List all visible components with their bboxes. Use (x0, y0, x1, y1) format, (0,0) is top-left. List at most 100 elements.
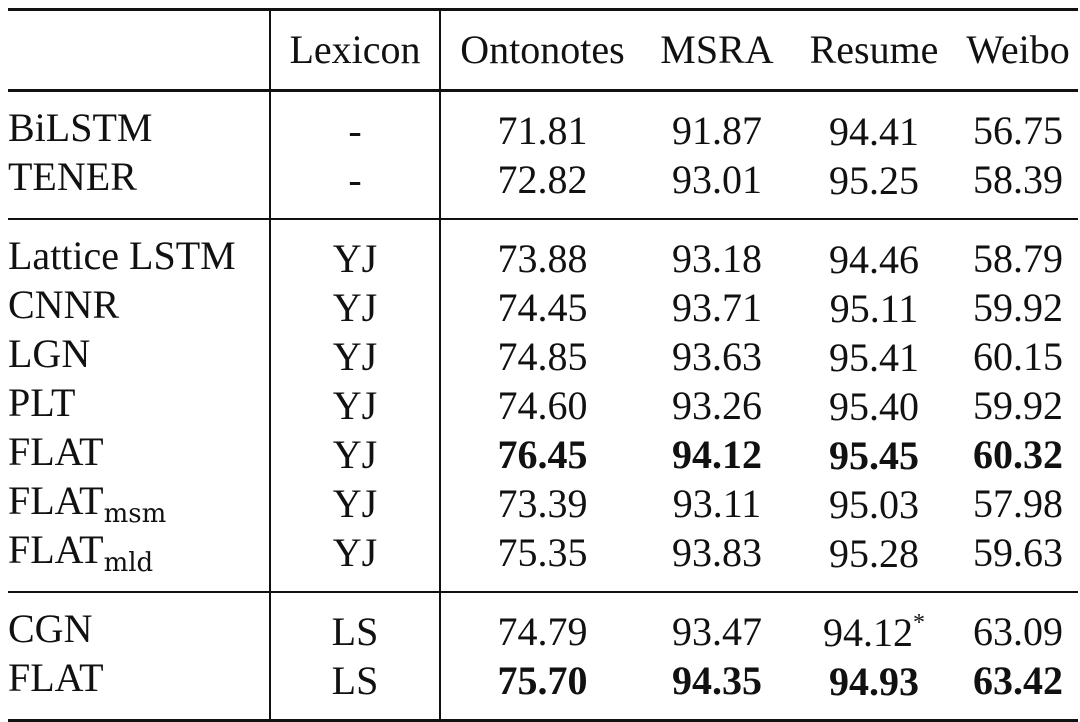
table-row: TENER - 72.82 93.01 95.25 58.39 (8, 155, 1078, 219)
cell-resume: 95.41 (790, 332, 958, 381)
table-row: FLAT YJ 76.45 94.12 95.45 60.32 (8, 430, 1078, 479)
table-group: Lattice LSTM YJ 73.88 93.18 94.46 58.79 CNNR YJ… (8, 218, 1078, 592)
cell-weibo: 59.92 (958, 283, 1078, 332)
header-lexicon: Lexicon (269, 8, 441, 92)
cell-model-text: Lattice LSTM (8, 232, 236, 278)
cell-resume: 94.93 (790, 656, 958, 722)
cell-ontonotes: 73.39 (440, 479, 644, 528)
cell-resume: 94.41 (790, 91, 958, 156)
cell-lexicon-text: LS (331, 657, 379, 703)
cell-resume: 94.12* (790, 591, 958, 656)
cell-model: FLATmsm (8, 479, 270, 528)
cell-lexicon-text: YJ (332, 284, 378, 330)
cell-lexicon: - (269, 155, 441, 219)
cell-weibo-text: 59.63 (973, 529, 1063, 575)
cell-model-text: FLAT (8, 428, 104, 474)
cell-model: TENER (8, 155, 270, 219)
table-group: CGN LS 74.79 93.47 94.12* 63.09 FLAT LS 75.70 94.… (8, 591, 1078, 722)
cell-model: BiLSTM (8, 91, 270, 156)
cell-weibo: 56.75 (958, 91, 1078, 156)
cell-resume-text: 95.41 (829, 334, 919, 380)
cell-msra-text: 93.18 (672, 235, 762, 281)
cell-resume-text: 94.93 (829, 658, 919, 704)
cell-ontonotes-text: 73.39 (497, 480, 588, 526)
cell-model: CNNR (8, 283, 270, 332)
cell-resume-text: 94.46 (829, 236, 919, 282)
cell-ontonotes-text: 74.60 (497, 382, 588, 428)
cell-resume: 95.40 (790, 381, 958, 430)
cell-lexicon: LS (269, 656, 441, 722)
table-row: FLAT LS 75.70 94.35 94.93 63.42 (8, 654, 1078, 722)
cell-ontonotes: 76.45 (440, 430, 644, 479)
cell-model-text: FLAT (8, 654, 104, 700)
cell-weibo: 57.98 (958, 479, 1078, 528)
cell-lexicon-text: YJ (332, 431, 378, 477)
cell-msra: 94.35 (644, 656, 790, 722)
cell-msra: 93.11 (644, 479, 790, 528)
cell-resume: 95.25 (790, 155, 958, 219)
cell-msra: 93.47 (644, 591, 790, 656)
cell-resume-text: 95.45 (829, 432, 919, 478)
cell-model: Lattice LSTM (8, 218, 270, 283)
cell-ontonotes: 73.88 (440, 218, 644, 283)
header-msra: MSRA (644, 8, 790, 92)
cell-msra-text: 93.26 (672, 382, 762, 428)
results-table: Lexicon Ontonotes MSRA Resume Weibo BiLS… (8, 8, 1078, 722)
cell-ontonotes: 75.70 (440, 656, 644, 722)
cell-resume: 95.11 (790, 283, 958, 332)
cell-weibo: 60.15 (958, 332, 1078, 381)
cell-lexicon: YJ (269, 528, 441, 592)
model-subscript: msm (103, 498, 167, 529)
cell-model-text: FLAT (8, 526, 104, 572)
table-row: PLT YJ 74.60 93.26 95.40 59.92 (8, 381, 1078, 430)
cell-ontonotes-text: 74.79 (497, 608, 588, 654)
cell-lexicon-text: YJ (332, 529, 378, 575)
cell-ontonotes: 71.81 (440, 91, 644, 156)
cell-ontonotes: 75.35 (440, 528, 644, 592)
table-row: FLATmsm YJ 73.39 93.11 95.03 57.98 (8, 479, 1078, 528)
cell-model-text: CNNR (8, 281, 120, 327)
cell-weibo-text: 60.32 (973, 431, 1063, 477)
cell-resume-text: 95.03 (829, 481, 919, 527)
cell-weibo: 63.42 (958, 656, 1078, 722)
cell-weibo-text: 59.92 (973, 382, 1063, 428)
cell-resume: 95.28 (790, 528, 958, 592)
cell-resume-text: 95.11 (829, 285, 919, 331)
table-row: FLATmld YJ 75.35 93.83 95.28 59.63 (8, 528, 1078, 592)
cell-ontonotes-text: 73.88 (497, 235, 588, 281)
cell-weibo-text: 63.09 (973, 608, 1063, 654)
table-row: Lattice LSTM YJ 73.88 93.18 94.46 58.79 (8, 218, 1078, 283)
table-row: LGN YJ 74.85 93.63 95.41 60.15 (8, 332, 1078, 381)
cell-weibo-text: 56.75 (973, 107, 1063, 153)
resume-superscript: * (913, 609, 925, 636)
cell-model-text: FLAT (8, 477, 104, 523)
cell-msra-text: 93.83 (672, 529, 762, 575)
cell-msra-text: 91.87 (672, 107, 762, 153)
cell-weibo-text: 58.79 (973, 235, 1063, 281)
table-row: CNNR YJ 74.45 93.71 95.11 59.92 (8, 283, 1078, 332)
cell-msra: 93.71 (644, 283, 790, 332)
cell-lexicon-text: YJ (332, 333, 378, 379)
cell-weibo: 58.39 (958, 155, 1078, 219)
cell-msra: 91.87 (644, 91, 790, 156)
cell-msra: 93.83 (644, 528, 790, 592)
cell-msra-text: 93.63 (672, 333, 762, 379)
header-row: Lexicon Ontonotes MSRA Resume Weibo (8, 8, 1078, 92)
cell-model-text: CGN (8, 605, 93, 651)
cell-lexicon: - (269, 90, 441, 155)
cell-weibo: 63.09 (958, 591, 1078, 656)
cell-ontonotes-text: 75.70 (497, 657, 588, 703)
cell-lexicon-text: LS (331, 608, 379, 654)
cell-lexicon: YJ (269, 218, 441, 283)
cell-msra-text: 94.12 (672, 431, 762, 477)
header-resume: Resume (790, 8, 958, 92)
cell-resume: 95.03 (790, 479, 958, 528)
cell-weibo: 60.32 (958, 430, 1078, 479)
cell-msra: 93.63 (644, 332, 790, 381)
cell-lexicon: YJ (269, 283, 441, 332)
cell-ontonotes: 74.85 (440, 332, 644, 381)
cell-lexicon: LS (269, 591, 441, 656)
cell-model: PLT (8, 381, 270, 430)
cell-weibo-text: 63.42 (973, 657, 1063, 703)
